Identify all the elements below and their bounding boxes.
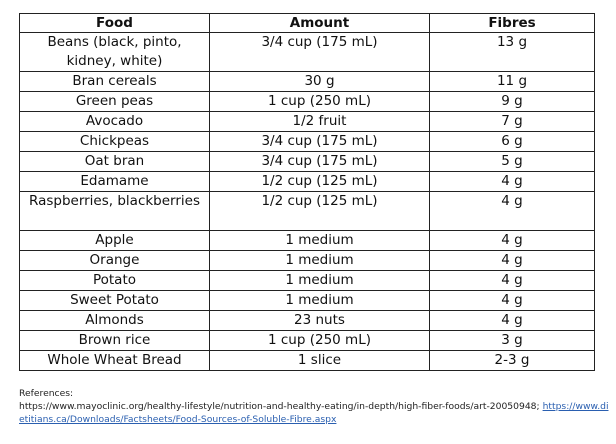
cell-food: Sweet Potato [19, 290, 210, 311]
cell-food: Oat bran [19, 151, 210, 172]
cell-food: Apple [19, 230, 210, 251]
cell-food: Bran cereals [19, 71, 210, 92]
header-amount: Amount [209, 13, 430, 33]
cell-fibres: 4 g [429, 191, 595, 231]
cell-fibres: 4 g [429, 230, 595, 251]
cell-amount: 1/2 cup (125 mL) [209, 191, 430, 231]
cell-fibres: 5 g [429, 151, 595, 172]
table-row: Orange 1 medium 4 g [19, 250, 595, 271]
table-body: Beans (black, pinto, kidney, white) 3/4 c… [19, 32, 595, 371]
table-row: Beans (black, pinto, kidney, white) 3/4 c… [19, 32, 595, 72]
table-row: Oat bran 3/4 cup (175 mL) 5 g [19, 151, 595, 172]
cell-fibres: 11 g [429, 71, 595, 92]
table-row: Chickpeas 3/4 cup (175 mL) 6 g [19, 131, 595, 152]
table-row: Bran cereals 30 g 11 g [19, 71, 595, 92]
cell-amount: 1 medium [209, 270, 430, 291]
cell-fibres: 4 g [429, 290, 595, 311]
table-row: Edamame 1/2 cup (125 mL) 4 g [19, 171, 595, 192]
cell-fibres: 4 g [429, 171, 595, 192]
cell-amount: 23 nuts [209, 310, 430, 331]
cell-amount: 1 cup (250 mL) [209, 330, 430, 351]
cell-fibres: 4 g [429, 250, 595, 271]
cell-amount: 1 cup (250 mL) [209, 91, 430, 112]
cell-food: Almonds [19, 310, 210, 331]
header-fibres: Fibres [429, 13, 595, 33]
cell-food: Beans (black, pinto, kidney, white) [19, 32, 210, 72]
cell-amount: 3/4 cup (175 mL) [209, 131, 430, 152]
cell-food: Potato [19, 270, 210, 291]
cell-amount: 1 medium [209, 230, 430, 251]
table-row: Raspberries, blackberries 1/2 cup (125 mL… [19, 191, 595, 231]
cell-fibres: 3 g [429, 330, 595, 351]
cell-fibres: 9 g [429, 91, 595, 112]
header-food: Food [19, 13, 210, 33]
table-row: Whole Wheat Bread 1 slice 2-3 g [19, 350, 595, 371]
cell-food: Green peas [19, 91, 210, 112]
table-row: Apple 1 medium 4 g [19, 230, 595, 251]
reference-url-mayoclinic-text: https://www.mayoclinic.org/healthy-lifes… [19, 401, 540, 412]
table-row: Green peas 1 cup (250 mL) 9 g [19, 91, 595, 112]
table-row: Potato 1 medium 4 g [19, 270, 595, 291]
cell-amount: 1 slice [209, 350, 430, 371]
references-label: References: [19, 388, 74, 399]
table-row: Sweet Potato 1 medium 4 g [19, 290, 595, 311]
cell-fibres: 6 g [429, 131, 595, 152]
cell-amount: 1/2 cup (125 mL) [209, 171, 430, 192]
cell-food: Chickpeas [19, 131, 210, 152]
cell-food: Edamame [19, 171, 210, 192]
table-row: Almonds 23 nuts 4 g [19, 310, 595, 331]
table-header-row: Food Amount Fibres [19, 13, 595, 33]
cell-amount: 30 g [209, 71, 430, 92]
cell-fibres: 13 g [429, 32, 595, 72]
cell-fibres: 4 g [429, 270, 595, 291]
cell-amount: 1 medium [209, 250, 430, 271]
cell-food: Brown rice [19, 330, 210, 351]
cell-fibres: 2-3 g [429, 350, 595, 371]
fibre-table: Food Amount Fibres Beans (black, pinto, … [19, 13, 595, 371]
table-row: Brown rice 1 cup (250 mL) 3 g [19, 330, 595, 351]
table-row: Avocado 1/2 fruit 7 g [19, 111, 595, 132]
references: References: https://www.mayoclinic.org/h… [19, 387, 609, 426]
reference-link-dietitians[interactable]: https://www.dietitians.ca/Downloads/Fact… [19, 401, 609, 425]
cell-food: Whole Wheat Bread [19, 350, 210, 371]
cell-food: Raspberries, blackberries [19, 191, 210, 231]
cell-fibres: 4 g [429, 310, 595, 331]
cell-food: Avocado [19, 111, 210, 132]
cell-amount: 1/2 fruit [209, 111, 430, 132]
cell-amount: 1 medium [209, 290, 430, 311]
cell-amount: 3/4 cup (175 mL) [209, 151, 430, 172]
reference-url-mayoclinic: https://www.mayoclinic.org/healthy-lifes… [19, 400, 609, 426]
cell-amount: 3/4 cup (175 mL) [209, 32, 430, 72]
cell-food: Orange [19, 250, 210, 271]
cell-fibres: 7 g [429, 111, 595, 132]
